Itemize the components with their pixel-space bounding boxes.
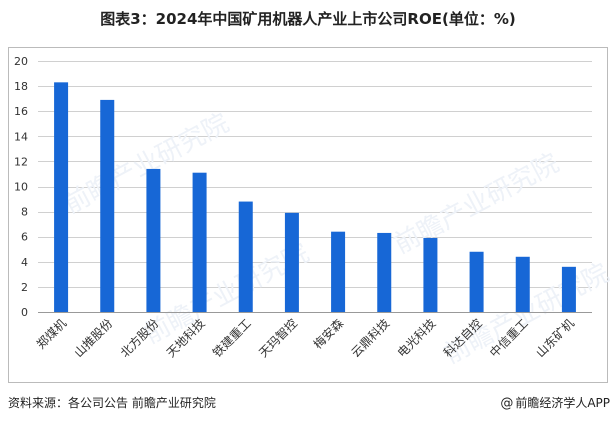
y-tick-label: 16	[14, 105, 28, 118]
brand-label: @ 前瞻经济学人APP	[500, 394, 610, 411]
x-tick-label: 铁建重工	[210, 316, 254, 360]
y-tick-label: 0	[21, 306, 28, 319]
watermark-text: 前瞻产业研究院	[389, 148, 564, 260]
y-tick-label: 6	[21, 231, 28, 244]
bars	[54, 82, 576, 313]
bar-8	[377, 232, 392, 312]
bar-5	[238, 201, 253, 312]
bar-2	[100, 99, 115, 312]
bar-9	[423, 237, 438, 312]
bar-1	[54, 82, 69, 313]
y-tick-labels: 0 2 4 6 8 10 12 14 16 18 20	[14, 55, 28, 319]
y-tick-label: 20	[14, 55, 28, 68]
x-tick-label: 天玛智控	[255, 316, 300, 361]
bar-12	[561, 266, 576, 312]
x-tick-label: 云鼎科技	[349, 316, 393, 360]
chart-title: 图表3：2024年中国矿用机器人产业上市公司ROE(单位：%)	[100, 10, 516, 28]
bar-6	[284, 212, 299, 312]
y-tick-label: 12	[14, 155, 28, 168]
x-tick-label: 梅安森	[310, 316, 346, 352]
gridlines	[38, 61, 592, 288]
plot-border	[8, 47, 608, 383]
x-tick-label: 山推股份	[72, 316, 116, 360]
y-tick-label: 4	[21, 256, 28, 269]
at-icon: @	[500, 396, 514, 411]
bar-3	[146, 168, 161, 312]
x-tick-label: 电光科技	[395, 316, 439, 360]
y-tick-label: 14	[14, 130, 28, 143]
bar-10	[469, 251, 484, 312]
y-tick-label: 10	[14, 181, 28, 194]
y-tick-label: 2	[21, 281, 28, 294]
x-tick-label: 郑煤机	[33, 316, 69, 352]
y-tick-label: 8	[21, 206, 28, 219]
brand-name: 前瞻经济学人APP	[515, 396, 610, 410]
bar-11	[515, 256, 530, 312]
source-note: 资料来源：各公司公告 前瞻产业研究院	[8, 396, 216, 410]
bar-4	[192, 172, 207, 312]
bar-7	[331, 231, 346, 312]
y-tick-label: 18	[14, 80, 28, 93]
